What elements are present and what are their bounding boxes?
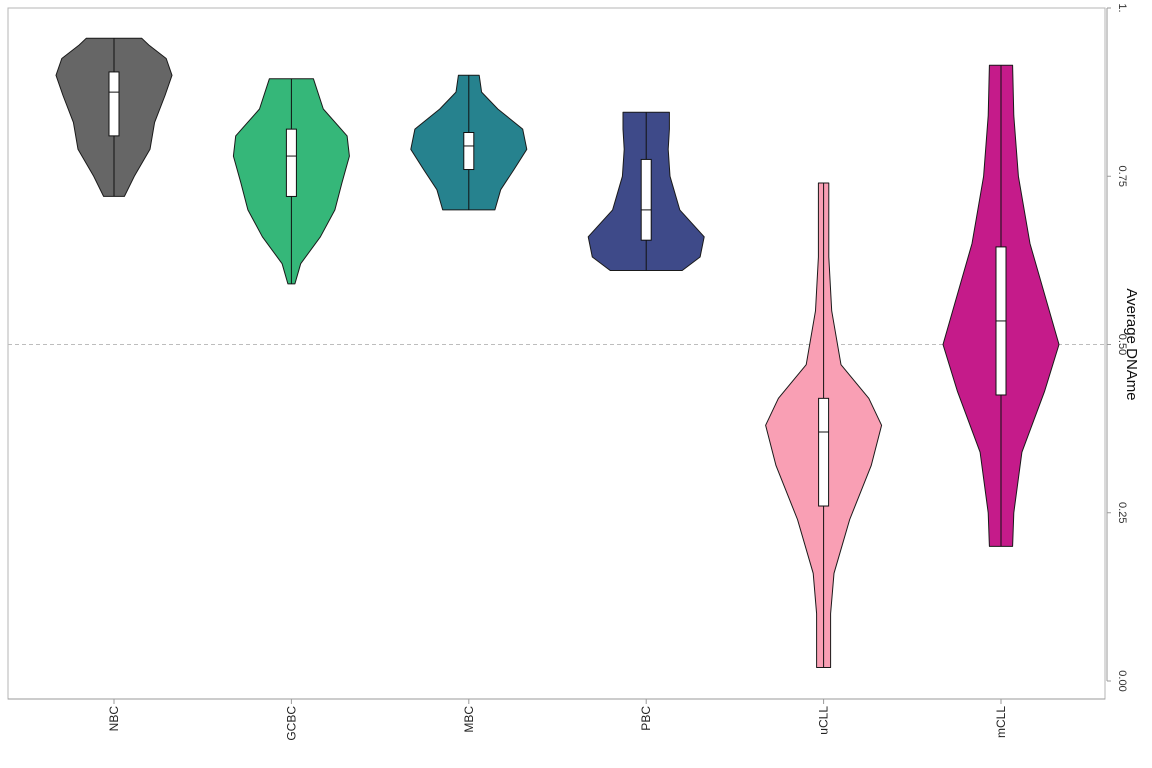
y-tick-label: 0.75 <box>1116 166 1128 187</box>
violins-layer <box>55 37 1060 668</box>
y-axis-title: Average DNAme <box>1123 288 1140 400</box>
violin-pbc <box>587 111 705 271</box>
plot-panel-border <box>7 7 1106 700</box>
violin-gcbc <box>232 78 350 285</box>
y-tick-label: 0.25 <box>1116 502 1128 523</box>
x-tick-label: MBC <box>462 706 476 733</box>
box-iqr <box>640 158 652 241</box>
violin-mcll <box>942 64 1060 547</box>
violin-nbc <box>55 37 173 197</box>
box-iqr <box>285 128 297 197</box>
box-iqr <box>463 132 475 171</box>
violin-mbc <box>410 74 528 211</box>
violin-ucll <box>765 182 883 668</box>
y-tick-label: 0.00 <box>1116 670 1128 691</box>
box-iqr <box>108 71 120 137</box>
y-tick-label: 0.50 <box>1116 334 1128 355</box>
y-tick-label: 1. <box>1116 3 1128 12</box>
x-tick-label: PBC <box>639 706 653 731</box>
box-iqr <box>818 397 830 507</box>
x-tick-label: GCBC <box>284 706 298 741</box>
x-tick-label: mCLL <box>994 706 1008 738</box>
x-tick-label: NBC <box>107 706 121 732</box>
axes-layer: NBC GCBC MBC PBC uCLL mCLL 0.00 0.25 0.50 0.75 1. A… <box>8 3 1140 741</box>
x-tick-label: uCLL <box>817 706 831 735</box>
